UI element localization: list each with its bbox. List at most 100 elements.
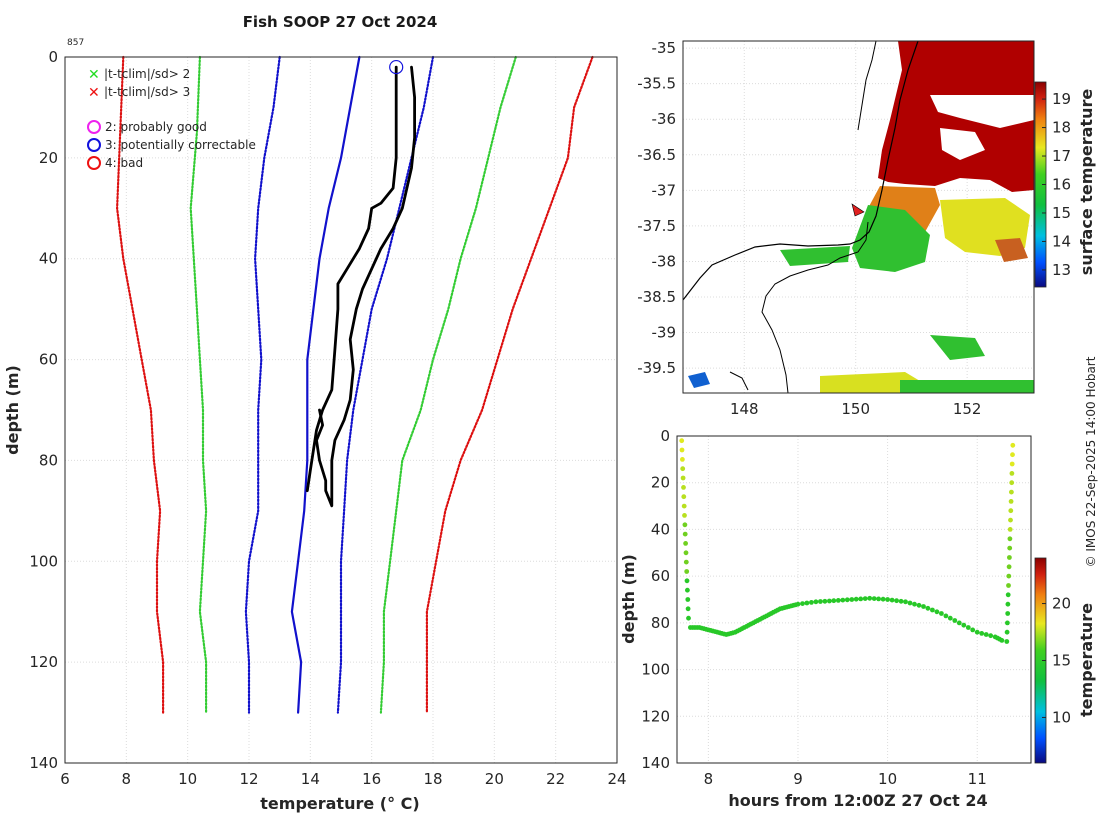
eez-boundary: [761, 221, 869, 393]
depth-sample-point: [867, 595, 873, 601]
series-clim-2sd: [379, 55, 517, 714]
depth-sample-point: [1007, 545, 1013, 551]
depth-sample-point: [686, 615, 691, 621]
series-profile-up: [315, 65, 417, 508]
depth-sample-point: [1008, 508, 1014, 514]
map-lat-tick: -37.5: [637, 217, 676, 235]
time-x-tick: 10: [878, 770, 897, 788]
profile-x-tick: 20: [485, 770, 504, 788]
series-clim-3sd: [115, 55, 165, 714]
depth-sample-point: [885, 597, 890, 602]
depth-sample-point: [1006, 573, 1012, 579]
depth-sample-point: [871, 596, 877, 601]
depth-sample-point: [835, 598, 841, 603]
depth-sample-point: [681, 485, 686, 490]
map-lat-tick: -39: [652, 324, 677, 342]
depth-sample-point: [1009, 480, 1015, 486]
profile-y-tick: 0: [48, 48, 58, 66]
profile-y-tick: 60: [39, 351, 58, 369]
depth-sample-point: [943, 613, 949, 619]
temperature-colorbar-tick: 20: [1052, 595, 1071, 613]
depth-sample-point: [1005, 611, 1011, 616]
map-lat-tick: -35: [652, 39, 677, 57]
depth-sample-point: [1009, 461, 1015, 467]
depth-sample-point: [831, 598, 837, 604]
map-lat-tick: -37: [652, 181, 677, 199]
depth-sample-point: [912, 601, 917, 607]
map-lat-tick: -38.5: [637, 288, 676, 306]
sst-field: [683, 41, 1034, 393]
depth-sample-point: [939, 611, 944, 616]
profile-y-tick: 80: [39, 451, 58, 469]
profile-x-label: temperature (° C): [260, 794, 419, 813]
depth-sample-point: [813, 599, 819, 605]
depth-sample-point: [822, 598, 828, 604]
depth-sample-point: [684, 569, 690, 574]
sst-colorbar-tick: 16: [1052, 176, 1071, 194]
depth-sample-point: [862, 596, 868, 601]
depth-sample-point: [844, 597, 850, 603]
depth-sample-point: [930, 607, 935, 613]
depth-sample-point: [800, 601, 805, 606]
depth-sample-point: [907, 600, 913, 606]
sst-green-region: [852, 205, 930, 272]
depth-sample-point: [1007, 536, 1013, 542]
track-marker: [851, 203, 865, 217]
map-lon-tick: 148: [730, 400, 759, 418]
coastline: [683, 41, 919, 301]
temperature-colorbar-tick: 10: [1052, 708, 1071, 726]
depth-sample-point: [827, 598, 832, 604]
depth-sample-point: [898, 598, 904, 604]
profile-id: 857: [67, 38, 84, 48]
depth-sample-point: [679, 438, 685, 444]
time-x-label: hours from 12:00Z 27 Oct 24: [728, 791, 987, 810]
sst-cloud-gap-2: [940, 128, 985, 160]
depth-sample-point: [804, 600, 810, 606]
time-y-tick: 20: [651, 474, 670, 492]
profile-y-label: depth (m): [3, 365, 22, 455]
time-y-tick: 100: [641, 661, 670, 679]
profile-y-tick: 20: [39, 149, 58, 167]
depth-sample-point: [1004, 639, 1010, 644]
map-lat-tick: -38: [652, 252, 677, 270]
time-y-tick: 40: [651, 520, 670, 538]
sst-blue-patch: [688, 372, 710, 388]
map-lon-tick: 152: [953, 400, 982, 418]
depth-sample-point: [1007, 527, 1013, 532]
sst-colorbar-label: surface temperature: [1077, 89, 1096, 276]
depth-sample-point: [965, 625, 971, 630]
series-clim-1sd: [244, 55, 281, 714]
map-lat-tick: -36: [652, 110, 677, 128]
time-y-tick: 140: [641, 754, 670, 772]
sst-colorbar-tick: 18: [1052, 119, 1071, 137]
depth-sample-point: [1007, 555, 1012, 560]
series-clim-3sd: [425, 55, 594, 714]
depth-sample-point: [925, 605, 931, 611]
depth-sample-point: [876, 596, 881, 602]
time-y-tick: 120: [641, 707, 670, 725]
sst-cloud-gap: [930, 95, 1034, 128]
sst-colorbar-tick: 19: [1052, 90, 1071, 108]
depth-sample-point: [961, 622, 967, 628]
depth-sample-point: [682, 522, 688, 528]
depth-sample-point: [1009, 489, 1014, 495]
profile-y-tick: 40: [39, 250, 58, 268]
time-panel: 8 9 10 11 0 20 40 60 80 100 120 140 hours from 12:0…: [619, 427, 1096, 810]
depth-sample-point: [685, 597, 691, 602]
depth-sample-point: [683, 559, 689, 565]
depth-sample-point: [956, 620, 962, 626]
depth-sample-point: [795, 601, 801, 607]
legend-qc-3: 3: potentially correctable: [105, 138, 256, 152]
depth-sample-point: [921, 604, 926, 609]
profile-x-tick: 8: [122, 770, 132, 788]
profile-x-tick: 14: [301, 770, 320, 788]
depth-sample-point: [983, 632, 989, 637]
legend-green-x-icon: ✕: [88, 67, 100, 83]
legend-flag-2sd: |t-tclim|/sd> 2: [104, 67, 190, 81]
depth-sample-point: [1005, 601, 1011, 607]
map-lat-tick: -36.5: [637, 146, 676, 164]
depth-sample-point: [1006, 564, 1012, 570]
map-lat-tick: -39.5: [637, 359, 676, 377]
depth-sample-point: [880, 596, 886, 602]
